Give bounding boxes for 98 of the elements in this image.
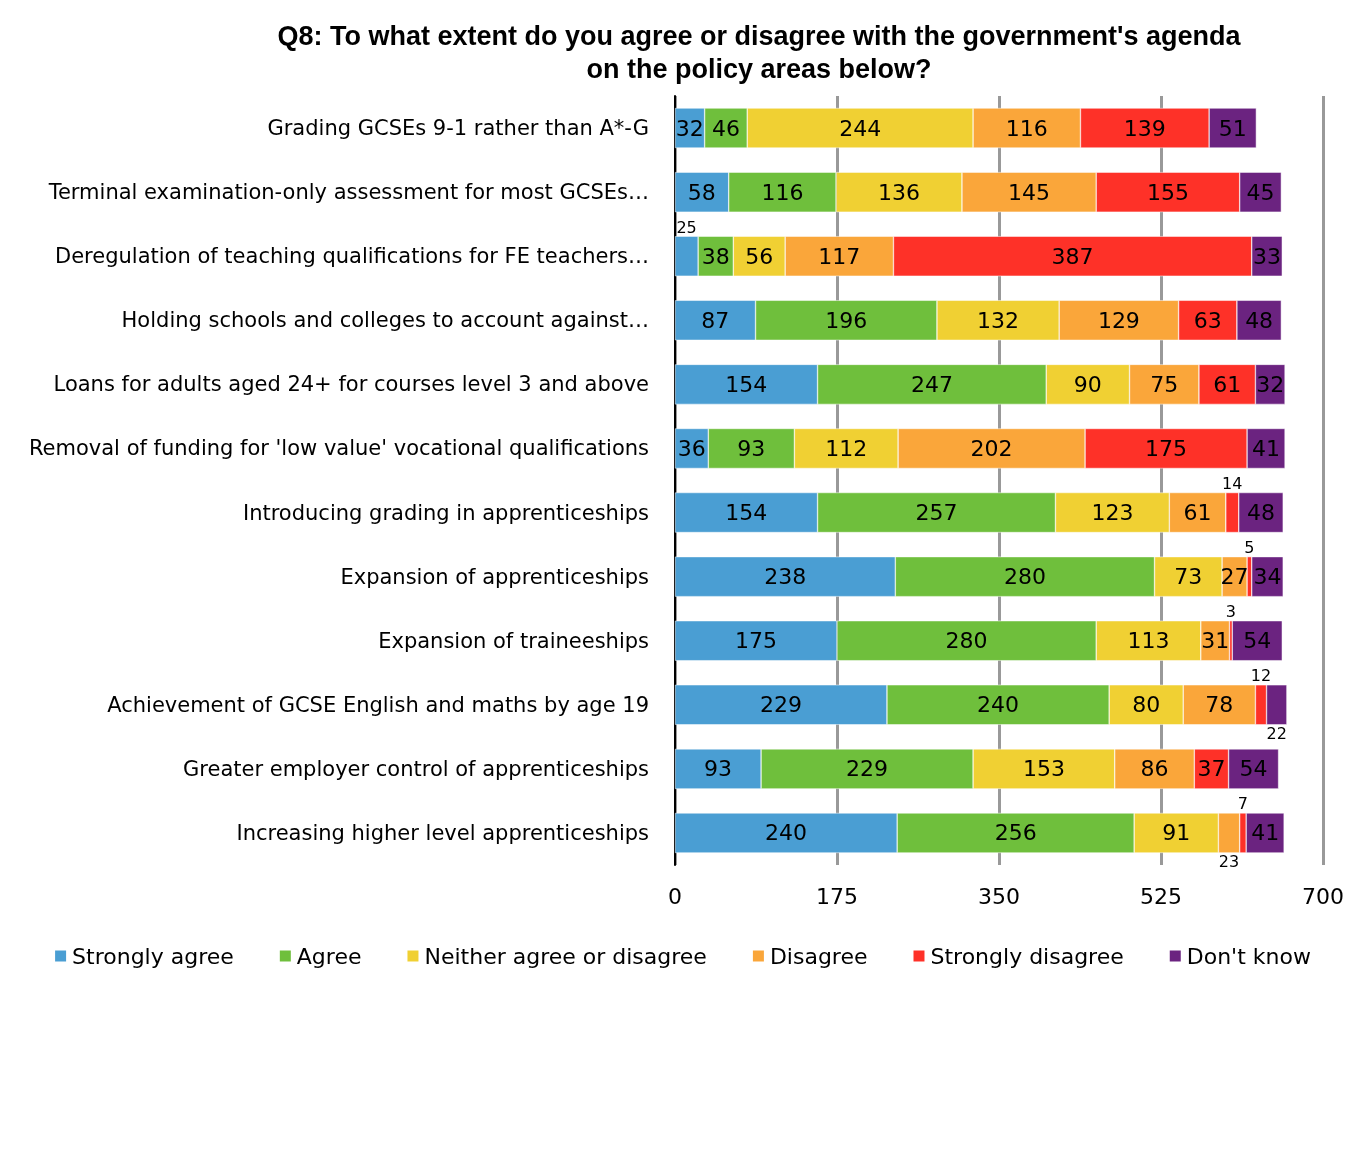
data-label: 154	[725, 371, 768, 397]
data-label: 37	[1197, 756, 1226, 782]
data-label: 38	[701, 243, 730, 269]
data-label: 132	[977, 307, 1020, 333]
data-label: 7	[1237, 794, 1249, 814]
legend-label: Strongly agree	[72, 943, 234, 969]
legend-label: Neither agree or disagree	[424, 943, 707, 969]
legend-label: Don't know	[1186, 943, 1311, 969]
data-label: 229	[759, 692, 802, 718]
data-label: 86	[1140, 756, 1169, 782]
data-label: 46	[711, 115, 740, 141]
data-label: 14	[1222, 474, 1243, 494]
x-tick-label: 350	[978, 883, 1020, 909]
bar	[1251, 556, 1284, 597]
data-label: 58	[687, 179, 716, 205]
data-label: 87	[701, 307, 730, 333]
data-label: 240	[977, 692, 1020, 718]
y-tick-label: Loans for adults aged 24+ for courses level 3 and above	[53, 372, 649, 397]
legend-label: Agree	[296, 943, 362, 969]
data-label: 45	[1246, 179, 1275, 205]
data-label: 280	[945, 628, 988, 654]
data-label: 3	[1225, 602, 1236, 622]
data-label: 54	[1243, 628, 1272, 654]
data-label: 116	[1005, 115, 1048, 141]
data-label: 93	[704, 756, 733, 782]
data-label: 54	[1239, 756, 1268, 782]
data-label: 145	[1008, 179, 1051, 205]
data-label: 61	[1213, 371, 1242, 397]
y-tick-label: Introducing grading in apprenticeships	[242, 500, 649, 525]
data-label: 247	[910, 371, 953, 397]
data-label: 202	[970, 435, 1013, 461]
data-label: 80	[1132, 692, 1161, 718]
x-tick-label: 700	[1302, 883, 1344, 909]
legend-label: Strongly disagree	[930, 943, 1124, 969]
data-label: 153	[1022, 756, 1065, 782]
data-label: 112	[825, 435, 868, 461]
y-tick-label: Holding schools and colleges to account against…	[121, 308, 649, 333]
data-label: 51	[1218, 115, 1247, 141]
y-tick-label: Expansion of traineeships	[378, 628, 649, 653]
y-tick-label: Increasing higher level apprenticeships	[236, 820, 649, 845]
x-tick-label: 525	[1140, 883, 1182, 909]
data-label: 136	[878, 179, 921, 205]
data-label: 116	[761, 179, 804, 205]
data-label: 280	[1003, 564, 1046, 590]
data-label: 5	[1244, 538, 1255, 558]
legend-label: Disagree	[769, 943, 868, 969]
data-label: 240	[765, 820, 808, 846]
y-tick-label: Greater employer control of apprenticeships	[183, 756, 649, 781]
data-label: 91	[1162, 820, 1191, 846]
data-label: 27	[1220, 564, 1249, 590]
data-label: 36	[677, 435, 706, 461]
y-tick-label: Expansion of apprenticeships	[340, 564, 649, 589]
x-tick-label: 0	[668, 883, 682, 909]
data-label: 257	[915, 500, 958, 526]
data-label: 41	[1251, 820, 1280, 846]
data-label: 48	[1246, 500, 1275, 526]
bar	[1232, 620, 1283, 661]
data-label: 229	[846, 756, 889, 782]
data-label: 73	[1174, 564, 1203, 590]
x-tick-label: 175	[816, 883, 858, 909]
y-tick-label: Terminal examination-only assessment for most GCSEs…	[47, 180, 649, 205]
data-label: 196	[825, 307, 868, 333]
data-label: 25	[676, 217, 697, 237]
y-tick-label: Achievement of GCSE English and maths by age 19	[107, 692, 649, 717]
data-label: 75	[1150, 371, 1179, 397]
data-label: 23	[1218, 852, 1240, 872]
data-label: 12	[1250, 666, 1272, 686]
data-label: 154	[725, 500, 768, 526]
data-label: 123	[1091, 500, 1134, 526]
data-label: 48	[1245, 307, 1274, 333]
data-label: 244	[839, 115, 882, 141]
data-label: 256	[994, 820, 1037, 846]
data-label: 78	[1205, 692, 1234, 718]
data-label: 117	[818, 243, 861, 269]
data-label: 155	[1146, 179, 1189, 205]
data-label: 93	[737, 435, 766, 461]
chart-title: Q8: To what extent do you agree or disagree with the government's agenda on the policy areas below?	[277, 20, 1242, 84]
y-tick-label: Removal of funding for 'low value' vocational qualifications	[28, 436, 649, 461]
data-label: 32	[1256, 371, 1285, 397]
data-label: 63	[1193, 307, 1222, 333]
y-tick-label: Grading GCSEs 9-1 rather than A*-G	[267, 116, 649, 141]
data-label: 387	[1051, 243, 1094, 269]
data-label: 22	[1266, 724, 1287, 744]
data-label: 41	[1252, 435, 1281, 461]
data-label: 61	[1183, 500, 1212, 526]
data-label: 175	[735, 628, 777, 654]
data-label: 175	[1145, 435, 1188, 461]
data-label: 238	[764, 564, 807, 590]
data-label: 90	[1073, 371, 1102, 397]
data-label: 113	[1127, 628, 1170, 654]
data-label: 56	[745, 243, 774, 269]
y-tick-label: Deregulation of teaching qualifications for FE teachers…	[55, 244, 649, 269]
data-label: 32	[675, 115, 704, 141]
data-label: 139	[1123, 115, 1166, 141]
data-label: 129	[1097, 307, 1140, 333]
data-label: 33	[1252, 243, 1281, 269]
data-label: 31	[1201, 628, 1230, 654]
data-label: 34	[1253, 564, 1282, 590]
